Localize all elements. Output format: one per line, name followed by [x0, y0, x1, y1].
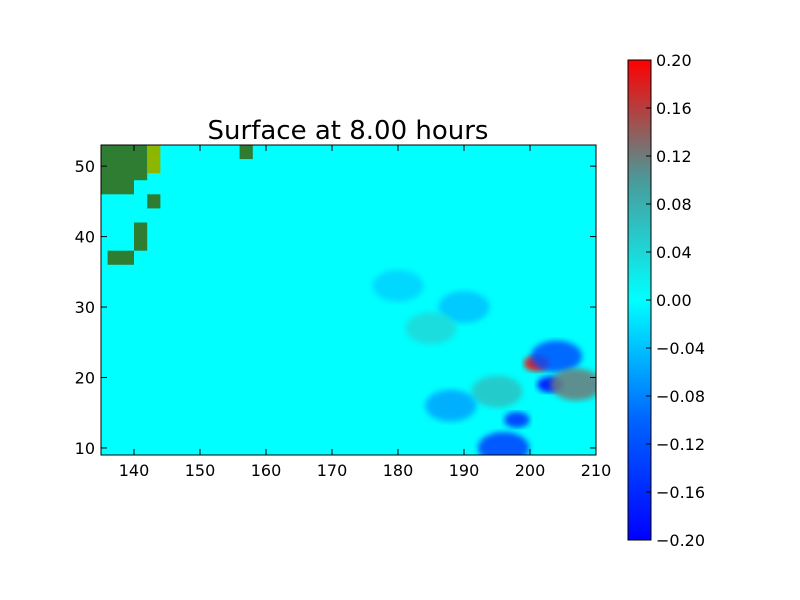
colorbar-tick-label: −0.04 — [656, 339, 705, 358]
colorbar-tick-label: 0.00 — [656, 291, 692, 310]
x-tick-label: 210 — [581, 461, 612, 480]
land-cell — [147, 159, 161, 174]
y-axis: 10 20 30 40 50 — [75, 157, 596, 458]
anomaly-mark — [471, 375, 523, 408]
y-tick-label: 50 — [75, 157, 95, 176]
x-tick-label: 160 — [251, 461, 282, 480]
colorbar-tick-label: −0.20 — [656, 531, 705, 550]
colorbar-tick-label: 0.04 — [656, 243, 692, 262]
land-cell — [107, 250, 134, 265]
x-tick-label: 140 — [119, 461, 150, 480]
colorbar-tick-label: −0.08 — [656, 387, 705, 406]
land-cell — [101, 145, 134, 195]
x-tick-label: 200 — [515, 461, 546, 480]
anomaly-mark — [372, 269, 424, 302]
x-tick-label: 150 — [185, 461, 216, 480]
land-cell — [134, 145, 148, 181]
anomaly-mark — [550, 368, 596, 401]
colorbar-tick-label: −0.16 — [656, 483, 705, 502]
plot-area: 140 150 160 170 180 190 200 210 10 20 30 40 50 — [75, 144, 612, 480]
colorbar-tick-label: 0.16 — [656, 99, 692, 118]
land-mask — [101, 145, 253, 265]
land-cell — [134, 222, 148, 251]
anomaly-mark — [438, 291, 490, 324]
y-tick-label: 10 — [75, 439, 95, 458]
chart-title: Surface at 8.00 hours — [208, 116, 489, 146]
colorbar-tick-label: −0.12 — [656, 435, 705, 454]
y-tick-label: 40 — [75, 228, 95, 247]
x-axis: 140 150 160 170 180 190 200 210 — [119, 145, 612, 480]
anomaly-mark — [504, 411, 530, 428]
x-tick-label: 180 — [383, 461, 414, 480]
anomaly-mark — [478, 431, 530, 455]
y-tick-label: 20 — [75, 369, 95, 388]
colorbar-ticks: 0.20 0.16 0.12 0.08 0.04 0.00 −0.04 −0.08 −0.12 −… — [646, 51, 705, 550]
colorbar-tick-label: 0.20 — [656, 51, 692, 70]
x-tick-label: 170 — [317, 461, 348, 480]
anomaly-mark — [405, 312, 457, 345]
colorbar-tick-label: 0.12 — [656, 147, 692, 166]
x-tick-label: 190 — [449, 461, 480, 480]
land-cell — [147, 194, 161, 209]
plot-frame — [100, 144, 597, 456]
land-cell — [147, 145, 161, 160]
colorbar: 0.20 0.16 0.12 0.08 0.04 0.00 −0.04 −0.08 −0.12 −… — [627, 51, 705, 550]
anomaly-mark — [530, 340, 583, 373]
y-tick-label: 30 — [75, 298, 95, 317]
anomaly-mark — [425, 389, 477, 422]
colorbar-tick-label: 0.08 — [656, 195, 692, 214]
land-cell — [239, 145, 253, 160]
surface-field — [372, 269, 596, 455]
plot-background — [101, 145, 596, 455]
